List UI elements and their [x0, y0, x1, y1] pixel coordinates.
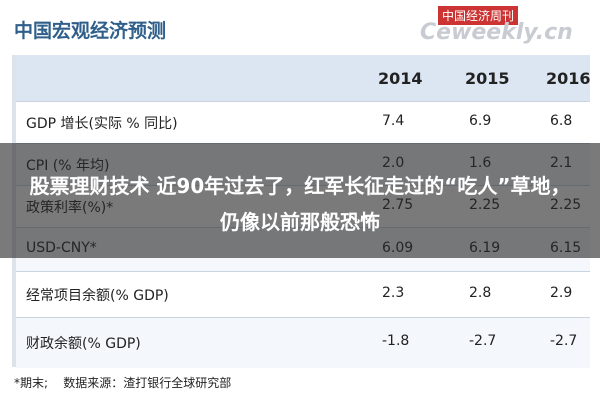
title: 中国宏观经济预测	[14, 20, 167, 42]
value-cell: 6.8	[550, 113, 573, 129]
year-header: 2016	[546, 69, 591, 88]
value-cell: 2.3	[382, 285, 405, 301]
value-cell: -1.8	[382, 333, 410, 349]
row-label: GDP 增长(实际 % 同比)	[26, 116, 178, 132]
value-cell: -2.7	[469, 333, 497, 349]
table-row	[16, 101, 590, 144]
watermark-brand: 中国经济周刊	[438, 6, 519, 25]
value-cell: 7.4	[382, 113, 405, 129]
header-row	[16, 55, 590, 101]
value-cell: 2.8	[469, 285, 492, 301]
overlay-text: 股票理财技术 近90年过去了，红军长征走过的“吃人”草地，仍像以前那般恐怖	[29, 174, 571, 234]
row-label: 财政余额(% GDP)	[26, 336, 141, 352]
row-label: 经常项目余额(% GDP)	[26, 288, 169, 304]
table-row	[16, 317, 590, 368]
footnote: *期末; 数据来源：渣打银行全球研究部	[14, 376, 232, 390]
value-cell: -2.7	[550, 333, 578, 349]
watermark-site: Ceweekly.cn	[420, 20, 573, 45]
overlay-band	[0, 143, 600, 258]
year-header: 2014	[378, 69, 423, 88]
year-header: 2015	[465, 69, 510, 88]
value-cell: 2.9	[550, 285, 573, 301]
value-cell: 6.9	[469, 113, 492, 129]
table-row	[16, 271, 590, 318]
